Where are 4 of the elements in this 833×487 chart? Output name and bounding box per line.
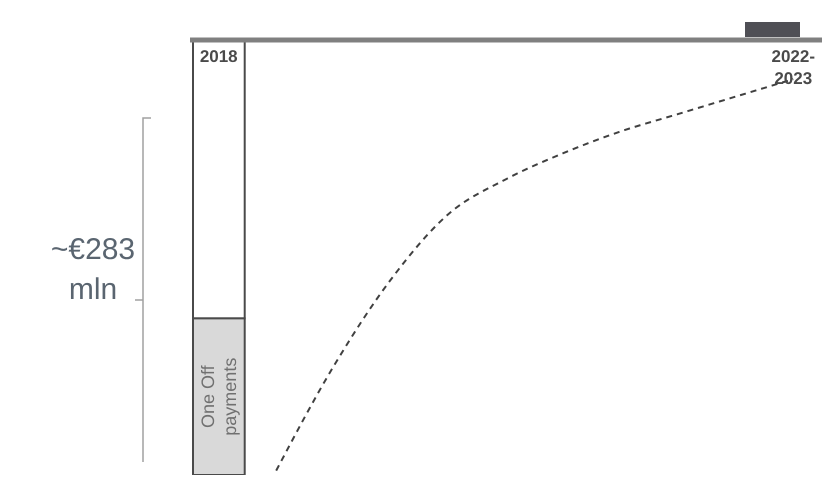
x-tick-label: 2018: [200, 47, 238, 66]
text: ~€283 mln: [50, 232, 136, 308]
series-label: One Off payments: [198, 358, 240, 436]
x-tick-label: 2022-2023: [772, 47, 816, 88]
